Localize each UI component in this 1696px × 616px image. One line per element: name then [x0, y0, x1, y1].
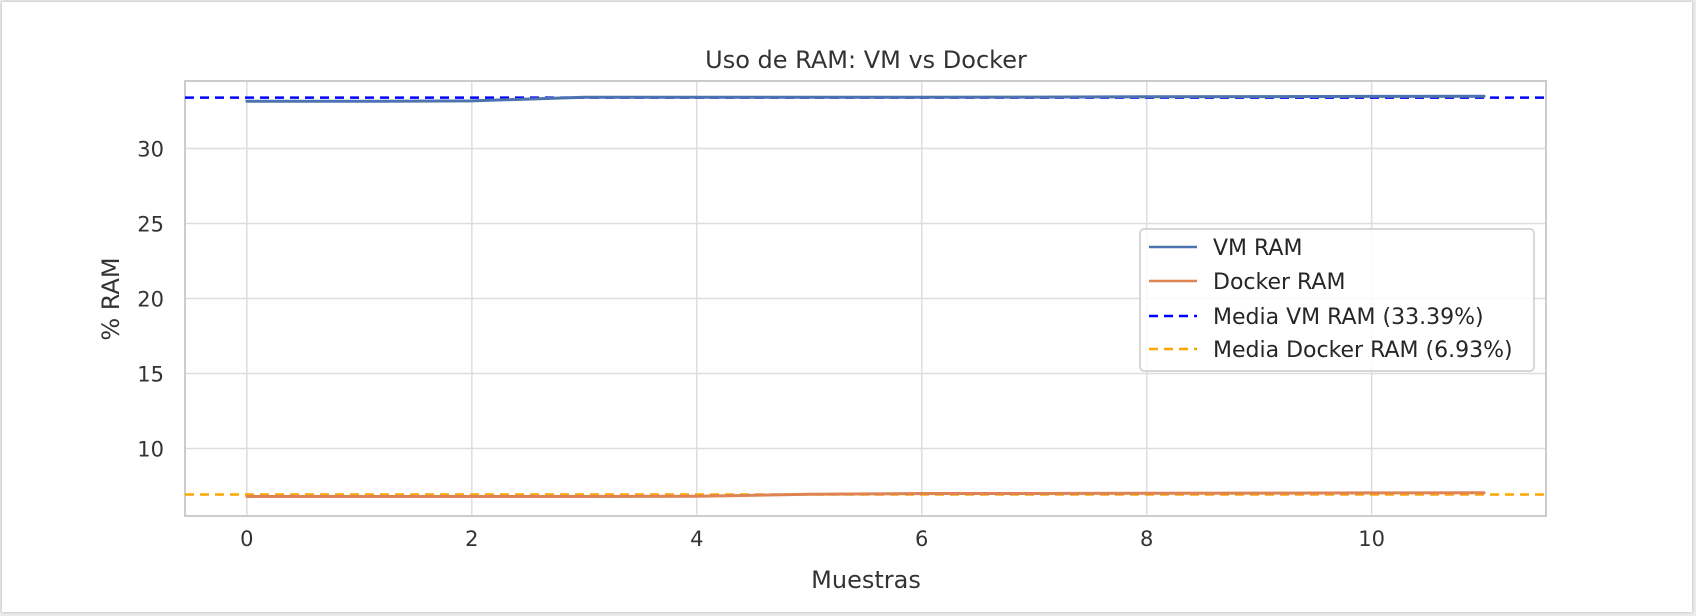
- y-tick-labels: 10 15 20 25 30: [137, 138, 164, 462]
- x-tick-label: 2: [465, 527, 478, 551]
- y-axis-label: % RAM: [97, 257, 125, 340]
- y-tick-label: 25: [137, 213, 164, 237]
- x-axis-label: Muestras: [811, 566, 921, 594]
- legend: VM RAM Docker RAM Media VM RAM (33.39%) …: [1139, 228, 1535, 372]
- series-line-1: [245, 491, 1486, 498]
- y-tick-label: 15: [137, 363, 164, 387]
- plot-area-border: [184, 80, 1547, 517]
- legend-label-media-docker-ram: Media Docker RAM (6.93%): [1213, 338, 1513, 363]
- y-tick-label: 10: [137, 438, 164, 462]
- x-tick-label: 6: [915, 527, 928, 551]
- x-tick-label: 8: [1140, 527, 1153, 551]
- x-tick-label: 4: [690, 527, 703, 551]
- series-line-0: [245, 94, 1486, 103]
- legend-label-media-vm-ram: Media VM RAM (33.39%): [1213, 305, 1484, 330]
- chart-title: Uso de RAM: VM vs Docker: [705, 46, 1027, 74]
- legend-label-docker-ram: Docker RAM: [1213, 270, 1345, 295]
- x-tick-labels: 0 2 4 6 8 10: [240, 527, 1385, 551]
- y-tick-label: 20: [137, 288, 164, 312]
- y-tick-label: 30: [137, 138, 164, 162]
- data-series: [245, 94, 1486, 498]
- grid: [185, 81, 1546, 516]
- x-tick-label: 0: [240, 527, 253, 551]
- legend-label-vm-ram: VM RAM: [1213, 236, 1302, 261]
- legend-box: [1139, 228, 1535, 372]
- x-tick-label: 10: [1358, 527, 1385, 551]
